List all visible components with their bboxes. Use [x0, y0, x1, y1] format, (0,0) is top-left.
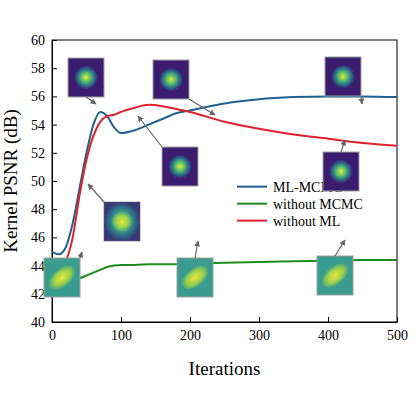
- kernel-image-bg: [104, 202, 140, 241]
- kernel-image-bg: [44, 258, 80, 297]
- tick: 400: [318, 317, 339, 343]
- tick-mark: [52, 40, 57, 41]
- tick-label: 60: [31, 33, 45, 48]
- kernel-blob: [331, 65, 355, 89]
- kernel-image: [44, 258, 80, 297]
- tick-label: 50: [31, 174, 45, 189]
- arrow: [189, 99, 215, 115]
- kernel-image-bg: [325, 57, 361, 96]
- x-axis: 0 100 200 300 400 500: [49, 317, 408, 343]
- kernel-image: [323, 152, 359, 191]
- tick-label: 54: [31, 118, 45, 133]
- arrow: [80, 252, 82, 258]
- kernel-image-bg: [68, 58, 104, 97]
- kernel-blob: [168, 155, 192, 179]
- tick-mark: [328, 317, 329, 322]
- tick-mark: [52, 209, 57, 210]
- kernel-blob: [104, 202, 140, 241]
- legend-swatch: [237, 186, 267, 188]
- tick-label: 400: [318, 328, 339, 343]
- tick: 100: [111, 317, 132, 343]
- tick-label: 40: [31, 315, 45, 330]
- tick-mark: [259, 317, 260, 322]
- tick-label: 56: [31, 89, 45, 104]
- kernel-image-bg: [162, 147, 198, 186]
- arrow: [88, 184, 104, 202]
- tick: 54: [31, 118, 57, 133]
- kernel-image: [162, 147, 198, 186]
- tick-label: 500: [387, 328, 408, 343]
- kernel-blob: [329, 160, 353, 184]
- tick-label: 52: [31, 146, 45, 161]
- kernel-blob: [112, 212, 132, 232]
- arrow: [341, 140, 345, 152]
- legend-item: without ML: [237, 214, 340, 229]
- chart: 01002003004005004042444648505254565860ML…: [0, 0, 418, 393]
- tick-label: 100: [111, 328, 132, 343]
- kernel-blob: [74, 66, 98, 90]
- legend-label: without ML: [273, 214, 340, 229]
- kernel-image-bg: [153, 60, 189, 99]
- tick-label: 44: [31, 259, 45, 274]
- kernel-image: [317, 256, 353, 295]
- tick: 50: [31, 174, 57, 189]
- tick: 60: [31, 33, 57, 48]
- legend-label: without MCMC: [273, 197, 363, 212]
- kernel-image: [153, 60, 189, 99]
- tick-mark: [121, 317, 122, 322]
- y-axis-title: Kernel PSNR (dB): [0, 109, 22, 253]
- kernel-image: [325, 57, 361, 96]
- tick: 46: [31, 230, 57, 245]
- tick: 200: [180, 317, 201, 343]
- tick-label: 200: [180, 328, 201, 343]
- arrow: [361, 96, 362, 104]
- tick: 52: [31, 146, 57, 161]
- plot-area: [52, 96, 397, 281]
- arrow: [86, 97, 96, 104]
- tick-mark: [52, 322, 57, 323]
- arrow: [195, 241, 198, 258]
- kernel-blob: [44, 260, 80, 294]
- tick-label: 300: [249, 328, 270, 343]
- legend-item: without MCMC: [237, 197, 363, 212]
- tick-label: 48: [31, 202, 45, 217]
- tick: 56: [31, 89, 57, 104]
- tick-mark: [190, 317, 191, 322]
- series-line: [52, 96, 397, 254]
- x-axis-title: Iterations: [189, 358, 261, 379]
- tick: 58: [31, 61, 57, 76]
- kernel-image: [177, 258, 213, 297]
- tick: 500: [387, 317, 408, 343]
- tick-label: 42: [31, 287, 45, 302]
- tick-mark: [52, 68, 57, 69]
- tick-mark: [52, 153, 57, 154]
- axis-line: [53, 322, 398, 323]
- tick-mark: [52, 181, 57, 182]
- arrow: [138, 116, 162, 147]
- tick-label: 58: [31, 61, 45, 76]
- tick: 300: [249, 317, 270, 343]
- legend-swatch: [237, 203, 267, 205]
- kernel-image-bg: [323, 152, 359, 191]
- tick: 40: [31, 315, 57, 330]
- kernel-image: [104, 202, 140, 241]
- plot-frame: [52, 40, 397, 322]
- tick-label: 0: [49, 328, 56, 343]
- tick-mark: [52, 125, 57, 126]
- kernel-image-bg: [317, 256, 353, 295]
- tick-mark: [397, 317, 398, 322]
- series-line: [52, 105, 397, 264]
- kernel-blob: [317, 258, 353, 292]
- tick-mark: [52, 237, 57, 238]
- insets: [44, 57, 362, 297]
- kernel-image-bg: [177, 258, 213, 297]
- legend-swatch: [237, 220, 267, 222]
- tick: 48: [31, 202, 57, 217]
- arrow: [335, 240, 345, 256]
- tick-label: 46: [31, 230, 45, 245]
- kernel-blob: [159, 68, 183, 92]
- tick-mark: [52, 96, 57, 97]
- kernel-image: [68, 58, 104, 97]
- kernel-blob: [177, 260, 213, 294]
